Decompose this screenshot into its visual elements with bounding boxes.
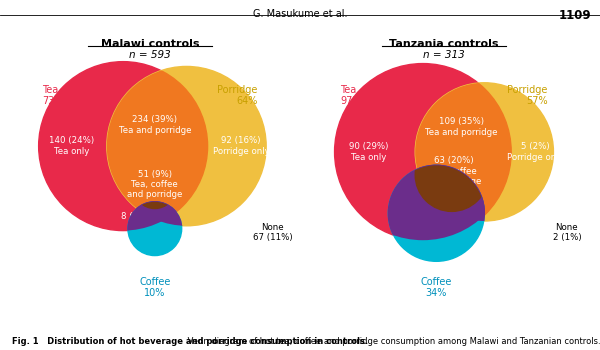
Text: 63 (20%)
Tea, coffee
and porridge: 63 (20%) Tea, coffee and porridge bbox=[426, 156, 481, 186]
Text: Porridge
57%: Porridge 57% bbox=[508, 85, 548, 106]
Text: Venn diagram of hot tea, coffee and porridge consumption among Malawi and Tanzan: Venn diagram of hot tea, coffee and porr… bbox=[185, 337, 600, 346]
Text: 92 (16%)
Porridge only: 92 (16%) Porridge only bbox=[213, 136, 269, 156]
Text: G. Masukume et al.: G. Masukume et al. bbox=[253, 9, 347, 19]
Circle shape bbox=[38, 62, 208, 231]
Text: 109 (35%)
Tea and porridge: 109 (35%) Tea and porridge bbox=[425, 117, 497, 136]
Circle shape bbox=[335, 64, 511, 240]
Circle shape bbox=[107, 66, 266, 226]
Text: 41 (13%)
Tea and
coffee: 41 (13%) Tea and coffee bbox=[397, 192, 437, 222]
Circle shape bbox=[415, 83, 553, 221]
Circle shape bbox=[128, 202, 182, 256]
Circle shape bbox=[128, 202, 182, 256]
Text: Fig. 1   Distribution of hot beverage and porridge consumption in controls.: Fig. 1 Distribution of hot beverage and … bbox=[12, 337, 368, 346]
Text: None
67 (11%): None 67 (11%) bbox=[253, 223, 293, 242]
Text: 1 (0%)
Coffee only: 1 (0%) Coffee only bbox=[143, 242, 192, 261]
Circle shape bbox=[335, 64, 511, 240]
Text: Tea
73%: Tea 73% bbox=[43, 85, 64, 106]
Text: 1 (0%)
Coffee only: 1 (0%) Coffee only bbox=[427, 252, 476, 271]
Text: Coffee
10%: Coffee 10% bbox=[139, 277, 170, 298]
Circle shape bbox=[388, 165, 484, 261]
Text: Tanzania controls: Tanzania controls bbox=[389, 38, 499, 49]
Text: 51 (9%)
Tea, coffee
and porridge: 51 (9%) Tea, coffee and porridge bbox=[127, 170, 182, 200]
Circle shape bbox=[388, 165, 484, 261]
Text: 1109: 1109 bbox=[559, 9, 591, 22]
Text: Malawi controls: Malawi controls bbox=[101, 38, 199, 49]
Text: Coffee
34%: Coffee 34% bbox=[421, 277, 452, 298]
Text: 5 (2%)
Porridge only: 5 (2%) Porridge only bbox=[507, 142, 563, 162]
Circle shape bbox=[415, 139, 488, 211]
Text: Tea
97%: Tea 97% bbox=[340, 85, 362, 106]
Circle shape bbox=[128, 202, 182, 256]
Text: Porridge
64%: Porridge 64% bbox=[217, 85, 257, 106]
Text: n = 313: n = 313 bbox=[423, 50, 465, 60]
Text: None
2 (1%): None 2 (1%) bbox=[553, 223, 581, 242]
Text: 234 (39%)
Tea and porridge: 234 (39%) Tea and porridge bbox=[119, 115, 191, 135]
Circle shape bbox=[388, 165, 484, 261]
Text: n = 593: n = 593 bbox=[129, 50, 171, 60]
Text: 140 (24%)
Tea only: 140 (24%) Tea only bbox=[49, 136, 94, 156]
Text: 8 (1%): 8 (1%) bbox=[121, 212, 150, 221]
Text: 90 (29%)
Tea only: 90 (29%) Tea only bbox=[349, 142, 389, 162]
Circle shape bbox=[134, 166, 176, 209]
Circle shape bbox=[38, 62, 208, 231]
